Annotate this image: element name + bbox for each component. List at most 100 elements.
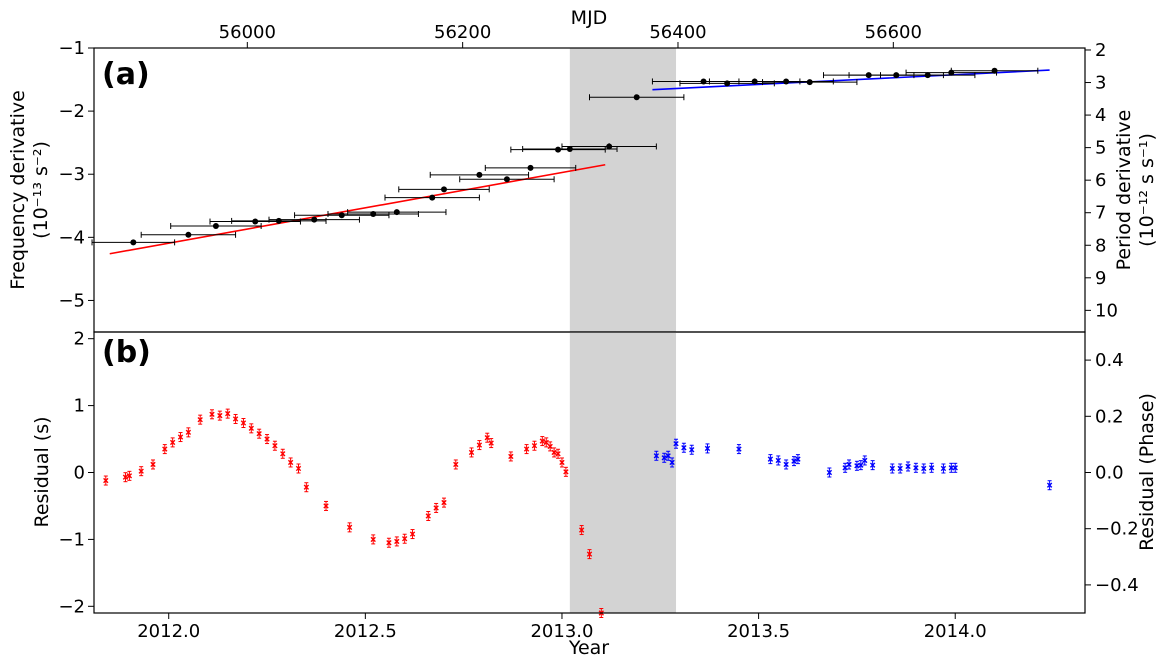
residual-point-red	[441, 497, 447, 508]
residual-point-red	[476, 440, 483, 451]
mjd-axis-label: MJD	[571, 7, 608, 29]
residual-marker	[150, 461, 156, 468]
residual-marker	[169, 439, 176, 446]
residual-marker	[103, 477, 109, 484]
fdot-point	[91, 239, 176, 246]
residual-marker	[555, 451, 561, 457]
fdot-point	[589, 94, 685, 101]
residual-point-red	[209, 409, 215, 420]
residual-marker	[913, 465, 919, 471]
fdot-point	[510, 146, 606, 153]
residual-point-red	[225, 408, 231, 419]
fdot-marker	[212, 222, 219, 229]
residual-point-red	[150, 459, 156, 470]
residual-marker	[484, 435, 490, 441]
residual-marker	[669, 459, 675, 466]
residual-point-red	[346, 522, 353, 533]
residual-marker	[665, 453, 671, 459]
residual-marker	[921, 465, 927, 472]
fdot-marker	[393, 209, 400, 216]
residual-point-red	[185, 427, 192, 438]
residual-marker	[185, 429, 192, 436]
residual-marker	[661, 455, 667, 461]
residual-marker	[441, 499, 447, 506]
residual-point-red	[484, 432, 490, 443]
residual-marker	[539, 438, 546, 444]
fdot-marker	[311, 216, 318, 223]
residual-marker	[197, 416, 203, 423]
residual-point-red	[272, 440, 278, 451]
panel-b-label: (b)	[102, 335, 151, 370]
residual-marker	[248, 425, 254, 432]
residual-marker	[508, 453, 514, 460]
residual-marker	[869, 462, 876, 468]
fdot-marker	[130, 239, 137, 246]
fdot-marker	[275, 217, 282, 224]
fit-line-2	[652, 69, 1050, 91]
fdot-point	[738, 78, 834, 85]
residual-point-red	[551, 447, 557, 458]
phase-ytick-label: −0.4	[1095, 575, 1139, 596]
fdot-ytick-label: −2	[58, 101, 85, 122]
residual-point-blue	[862, 455, 868, 466]
year-axis-label: Year	[568, 637, 609, 659]
fdot-point	[429, 171, 530, 178]
fdot-marker	[806, 79, 813, 86]
residual-point-red	[126, 470, 133, 481]
year-tick-label: 2012.5	[334, 621, 397, 642]
residual-point-red	[169, 437, 176, 448]
residual-point-red	[401, 533, 408, 544]
residual-point-blue	[704, 443, 711, 454]
residual-point-red	[280, 448, 286, 459]
residual-point-blue	[952, 462, 958, 473]
panel-b-right-ylabel: Residual (Phase)	[1136, 393, 1158, 551]
panel-a-right-ylabel-line2: (10⁻¹² s s⁻¹)	[1136, 133, 1158, 247]
residual-marker	[846, 461, 852, 468]
residual-marker	[547, 443, 553, 450]
residual-ytick-label: 2	[74, 329, 85, 350]
residual-marker	[303, 484, 310, 490]
residual-marker	[543, 439, 549, 446]
residual-point-red	[287, 457, 294, 468]
residual-point-red	[264, 434, 270, 445]
residual-point-red	[370, 534, 376, 545]
residual-marker	[425, 513, 431, 519]
residual-marker	[826, 469, 833, 476]
residual-point-red	[103, 475, 109, 486]
residual-point-red	[122, 472, 129, 483]
fdot-point	[484, 164, 577, 171]
residual-marker	[476, 442, 483, 448]
fdot-marker	[185, 231, 192, 238]
residual-marker	[775, 457, 781, 464]
residual-point-red	[162, 444, 168, 455]
residual-marker	[126, 473, 133, 479]
fdot-ytick-label: −5	[58, 290, 85, 311]
residual-point-red	[563, 466, 569, 477]
fdot-point	[140, 231, 237, 238]
residual-point-red	[232, 413, 239, 424]
residual-point-red	[433, 502, 439, 513]
residual-point-red	[523, 444, 530, 455]
residual-point-red	[555, 448, 561, 459]
residual-marker	[736, 446, 742, 452]
year-tick-label: 2012.0	[137, 621, 200, 642]
pdot-ytick-label: 7	[1095, 203, 1106, 224]
residual-point-blue	[795, 454, 801, 465]
fdot-marker	[476, 171, 483, 178]
fdot-marker	[338, 212, 345, 219]
residual-marker	[563, 469, 569, 475]
residual-point-blue	[665, 450, 671, 461]
pdot-ytick-label: 8	[1095, 235, 1106, 256]
residual-marker	[689, 447, 695, 453]
residual-point-red	[468, 447, 475, 458]
residual-marker	[401, 536, 408, 542]
residual-point-red	[256, 428, 262, 439]
residual-point-red	[248, 423, 254, 434]
residual-marker	[217, 412, 223, 419]
fdot-point	[384, 194, 480, 201]
residual-ytick-label: 1	[74, 396, 85, 417]
residual-point-blue	[669, 457, 675, 468]
fit-line-1	[109, 163, 606, 255]
pdot-ytick-label: 10	[1095, 300, 1118, 321]
residual-point-red	[386, 537, 392, 548]
